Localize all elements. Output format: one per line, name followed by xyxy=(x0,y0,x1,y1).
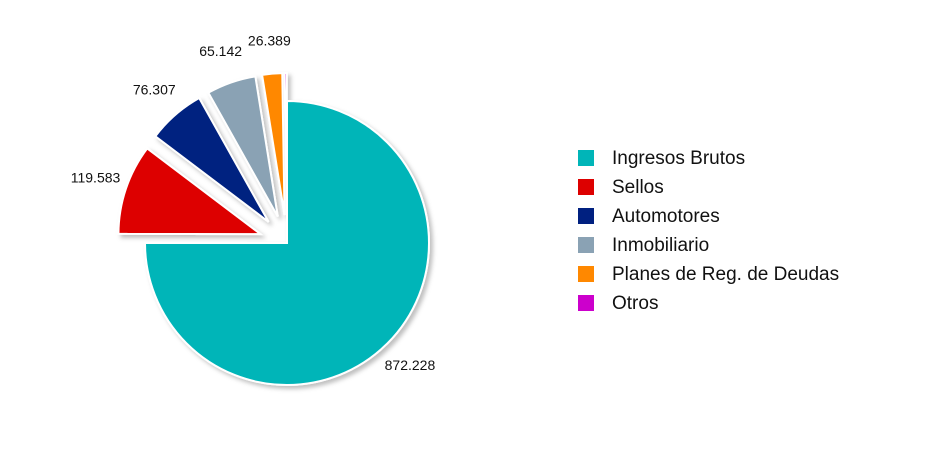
pie xyxy=(117,72,430,386)
data-label: 872.228 xyxy=(385,357,436,373)
data-label: 65.142 xyxy=(199,43,242,59)
legend-swatch xyxy=(578,208,594,224)
legend-swatch xyxy=(578,266,594,282)
legend-swatch xyxy=(578,179,594,195)
legend-label: Planes de Reg. de Deudas xyxy=(612,264,839,285)
pie-slice xyxy=(283,72,288,216)
legend-label: Ingresos Brutos xyxy=(612,148,745,169)
pie-slice xyxy=(207,75,279,218)
legend-label: Automotores xyxy=(612,206,720,227)
legend-label: Otros xyxy=(612,293,658,314)
legend-swatch xyxy=(578,295,594,311)
pie-slice xyxy=(153,96,270,223)
pie-slice xyxy=(117,147,264,236)
legend-swatch xyxy=(578,150,594,166)
legend-swatch xyxy=(578,237,594,253)
legend-label: Inmobiliario xyxy=(612,235,709,256)
data-label: 119.583 xyxy=(71,169,121,185)
data-label: 76.307 xyxy=(133,81,176,97)
pie-slice xyxy=(143,99,430,386)
data-label: 26.389 xyxy=(248,32,291,48)
pie-slice xyxy=(260,72,286,216)
legend-label: Sellos xyxy=(612,177,664,198)
